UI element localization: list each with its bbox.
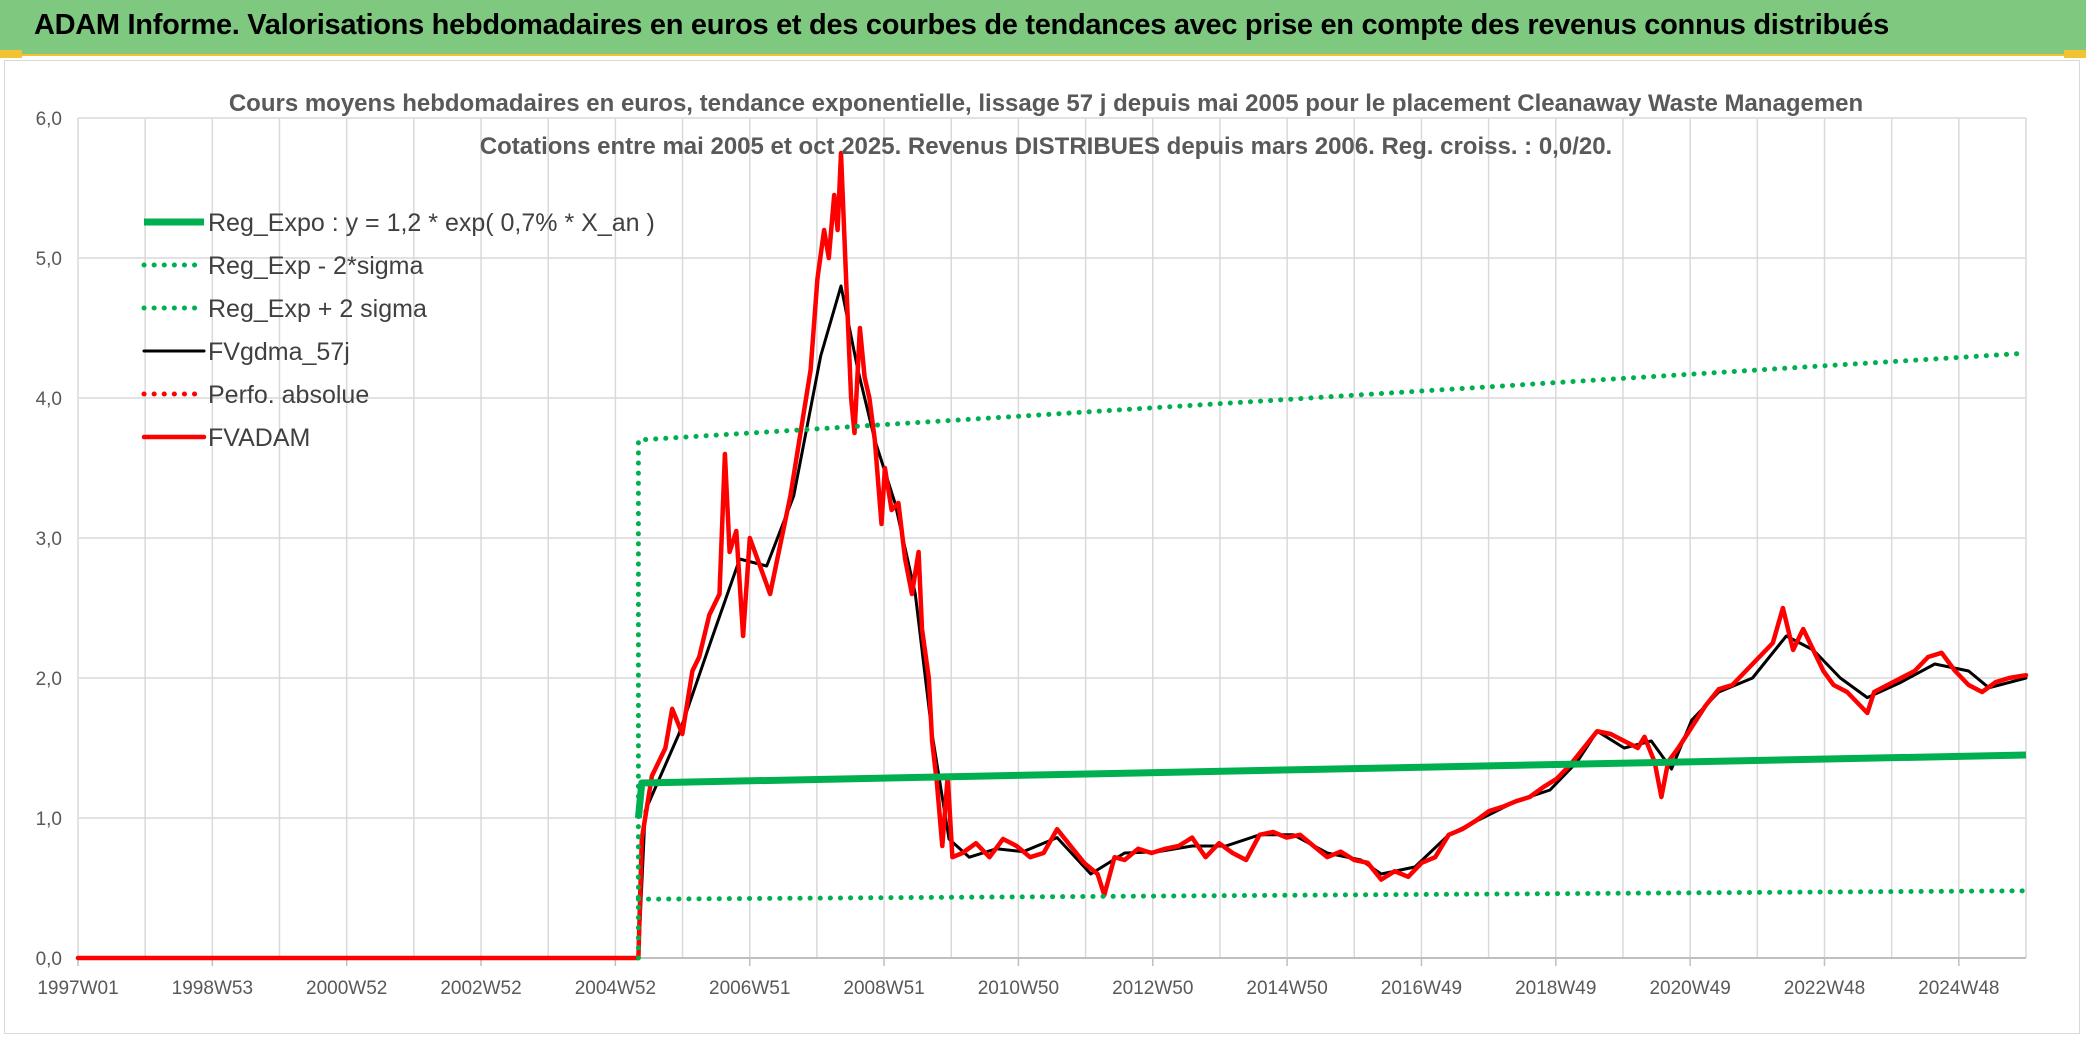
legend-label-3: FVgdma_57j [208, 338, 350, 366]
x-tick-label: 2010W50 [978, 978, 1059, 999]
x-tick-label: 2000W52 [306, 978, 387, 999]
x-tick-label: 2004W52 [575, 978, 656, 999]
x-tick-label: 2024W48 [1918, 978, 1999, 999]
series-line-1 [635, 888, 2029, 902]
chart-frame [4, 60, 2080, 1034]
chart-title: Cours moyens hebdomadaires en euros, ten… [229, 90, 1863, 117]
x-tick-label: 2014W50 [1246, 978, 1327, 999]
x-tick-label: 2012W50 [1112, 978, 1193, 999]
y-tick-labels: 0,0 1,0 2,0 3,0 4,0 5,0 6,0 [36, 109, 62, 970]
y-tick-label: 6,0 [36, 109, 62, 130]
banner-accent-left [0, 50, 22, 58]
series-line-0 [634, 751, 2027, 819]
y-tick-label: 2,0 [36, 669, 62, 690]
legend-label-2: Reg_Exp + 2 sigma [208, 295, 427, 323]
series-line-3 [76, 284, 2028, 960]
y-tick-label: 0,0 [36, 949, 62, 970]
report-title: ADAM Informe. Valorisations hebdomadaire… [34, 9, 1889, 41]
x-tick-label: 2006W51 [709, 978, 790, 999]
x-tick-label: 2018W49 [1515, 978, 1596, 999]
y-tick-label: 4,0 [36, 389, 62, 410]
report-banner: ADAM Informe. Valorisations hebdomadaire… [0, 0, 2086, 56]
x-tick-label: 2016W49 [1381, 978, 1462, 999]
y-tick-label: 5,0 [36, 249, 62, 270]
legend: Reg_Expo : y = 1,2 * exp( 0,7% * X_an ) R… [141, 209, 655, 452]
banner-accent-right [2064, 50, 2086, 58]
x-tick-label: 2020W49 [1649, 978, 1730, 999]
x-tick-label: 2002W52 [440, 978, 521, 999]
y-tick-label: 1,0 [36, 809, 62, 830]
x-tick-label: 2008W51 [843, 978, 924, 999]
x-tick-labels: 1997W01 1998W53 2000W52 2002W52 2004W52 2006W… [37, 978, 1999, 999]
x-tick-label: 1998W53 [172, 978, 253, 999]
legend-label-0: Reg_Expo : y = 1,2 * exp( 0,7% * X_an ) [208, 209, 655, 237]
series-line-2 [635, 350, 2029, 961]
y-tick-label: 3,0 [36, 529, 62, 550]
grid [77, 117, 2027, 966]
legend-label-5: FVADAM [208, 424, 310, 452]
series-line-5 [75, 150, 2029, 961]
legend-label-4: Perfo. absolue [208, 381, 369, 409]
chart-subtitle: Cotations entre mai 2005 et oct 2025. Re… [480, 133, 1612, 160]
x-tick-label: 1997W01 [37, 978, 118, 999]
legend-label-1: Reg_Exp - 2*sigma [208, 252, 423, 280]
x-tick-label: 2022W48 [1784, 978, 1865, 999]
series-lines [75, 150, 2029, 961]
